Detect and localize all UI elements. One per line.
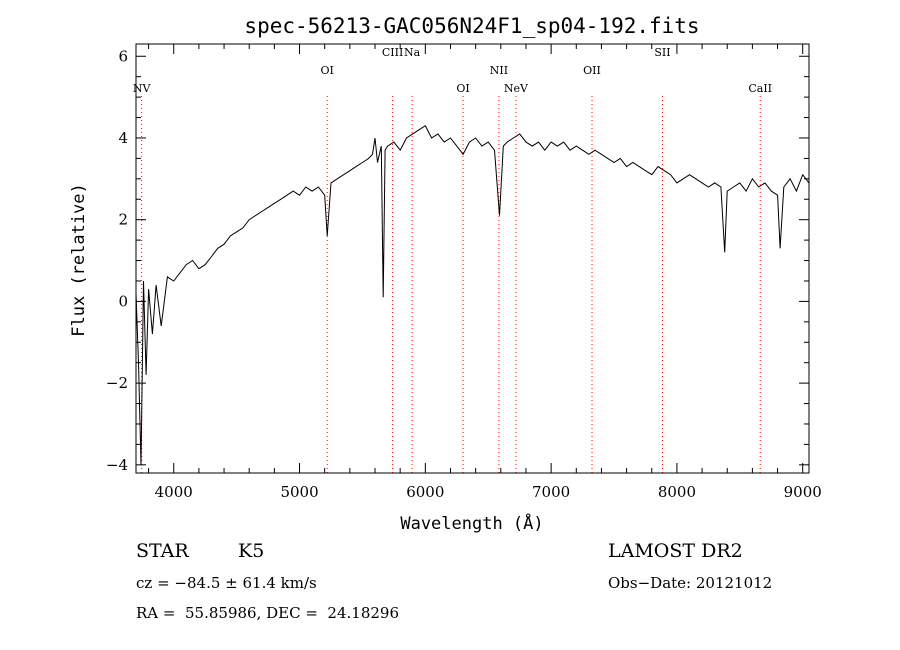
y-tick-label-0: −4 bbox=[106, 456, 128, 474]
x-tick-label-0: 4000 bbox=[155, 483, 193, 501]
plot-frame bbox=[135, 43, 810, 474]
y-tick-label-3: 2 bbox=[118, 211, 128, 229]
x-tick-label-3: 7000 bbox=[532, 483, 570, 501]
marker-label-2: CIII bbox=[382, 46, 403, 59]
survey-label: LAMOST DR2 bbox=[608, 540, 743, 562]
chart-title: spec-56213-GAC056N24F1_sp04-192.fits bbox=[244, 14, 699, 38]
emission-line-markers: NV OI CIII Na OI NII NeV OII SII CaII bbox=[133, 46, 772, 473]
y-tick-label-4: 4 bbox=[118, 129, 128, 147]
marker-label-9: CaII bbox=[748, 82, 772, 95]
axis-ticks bbox=[136, 44, 809, 473]
redshift-velocity: cz = −84.5 ± 61.4 km/s bbox=[136, 574, 317, 592]
x-tick-label-5: 9000 bbox=[784, 483, 822, 501]
marker-label-6: NeV bbox=[504, 82, 529, 95]
marker-label-1: OI bbox=[321, 64, 334, 77]
x-tick-label-4: 8000 bbox=[658, 483, 696, 501]
marker-label-7: OII bbox=[583, 64, 601, 77]
y-tick-label-5: 6 bbox=[118, 47, 128, 65]
y-axis-label: Flux (relative) bbox=[69, 183, 89, 337]
object-subclass: K5 bbox=[238, 540, 265, 562]
x-tick-label-2: 6000 bbox=[406, 483, 444, 501]
y-tick-label-2: 0 bbox=[118, 292, 128, 310]
marker-label-5: NII bbox=[490, 64, 508, 77]
object-class: STAR bbox=[136, 540, 189, 562]
marker-label-3: Na bbox=[404, 46, 421, 59]
marker-label-4: OI bbox=[456, 82, 469, 95]
x-tick-label-1: 5000 bbox=[280, 483, 318, 501]
marker-label-0: NV bbox=[133, 82, 152, 95]
axis-tick-labels: 4000 5000 6000 7000 8000 9000 −4 −2 0 2 4 6 bbox=[106, 47, 822, 501]
marker-label-8: SII bbox=[654, 46, 670, 59]
coordinates: RA = 55.85986, DEC = 24.18296 bbox=[136, 604, 400, 622]
observation-date: Obs−Date: 20121012 bbox=[608, 574, 773, 592]
y-tick-label-1: −2 bbox=[106, 374, 128, 392]
spectrum-series-line bbox=[135, 124, 810, 465]
x-axis-label: Wavelength (Å) bbox=[400, 512, 543, 534]
